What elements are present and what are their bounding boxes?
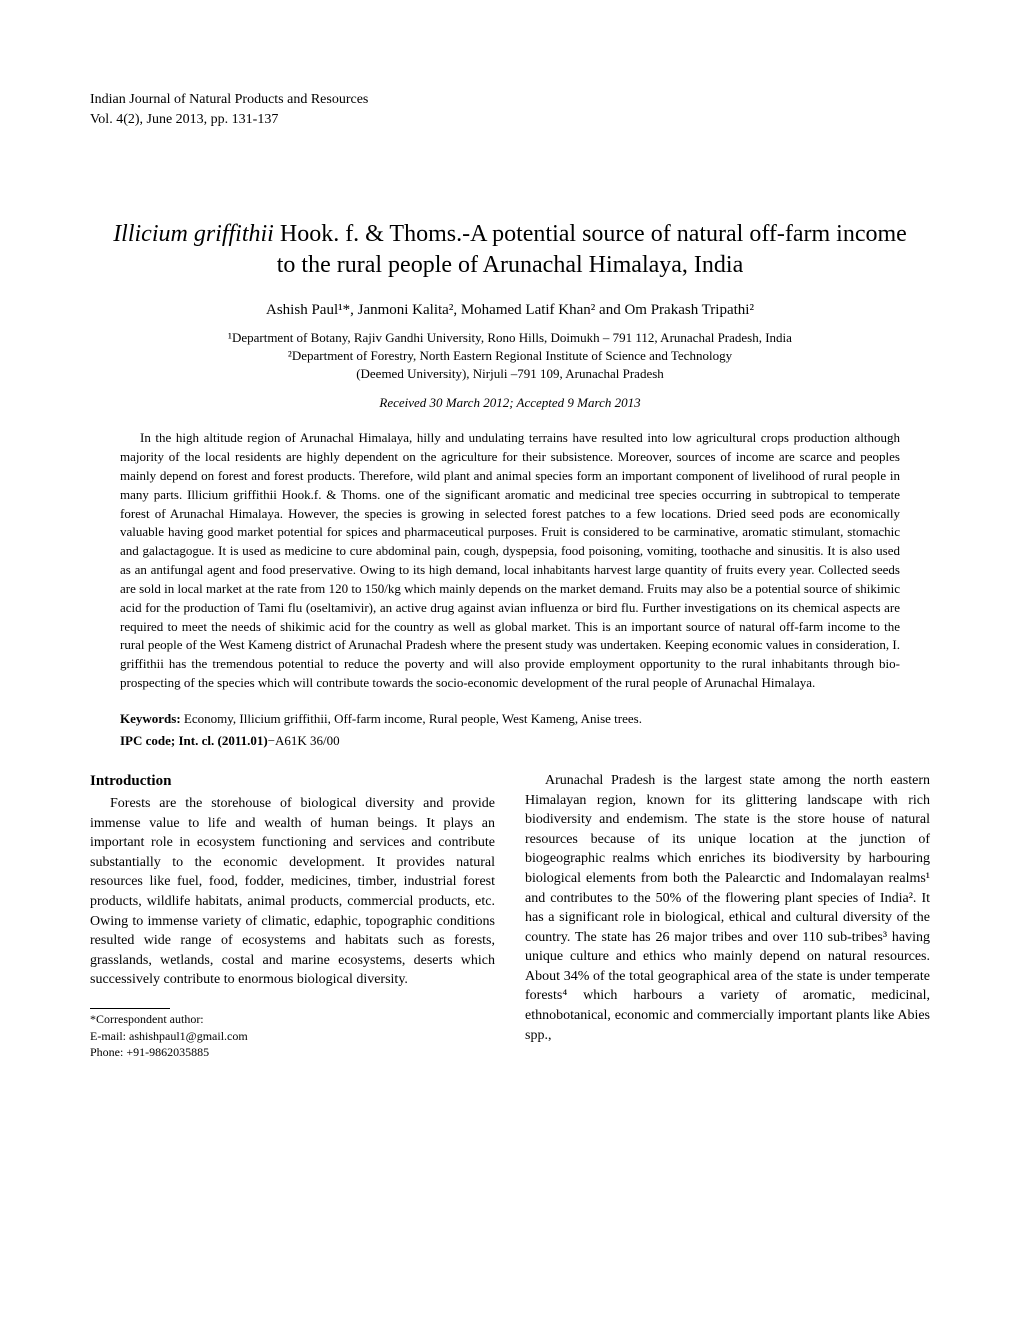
article-title: Illicium griffithii Hook. f. & Thoms.-A … [90,219,930,281]
received-date: Received 30 March 2012; Accepted 9 March… [90,395,930,411]
affiliation-1: ¹Department of Botany, Rajiv Gandhi Univ… [90,329,930,347]
footnote-line2: E-mail: ashishpaul1@gmail.com [90,1028,495,1045]
abstract-text: In the high altitude region of Arunachal… [120,429,900,693]
footnote-line1: *Correspondent author: [90,1011,495,1028]
ipc-code: IPC code; Int. cl. (2011.01)−A61K 36/00 [120,733,900,749]
journal-header: Indian Journal of Natural Products and R… [90,90,930,129]
journal-name: Indian Journal of Natural Products and R… [90,90,930,110]
body-columns: Introduction Forests are the storehouse … [90,771,930,1061]
footnote-separator [90,1008,170,1009]
column-2: Arunachal Pradesh is the largest state a… [525,771,930,1045]
abstract: In the high altitude region of Arunachal… [120,429,900,693]
affiliation-2: ²Department of Forestry, North Eastern R… [90,347,930,365]
title-species-name: Illicium griffithii [113,221,274,247]
authors: Ashish Paul¹*, Janmoni Kalita², Mohamed … [90,302,930,319]
keywords-label: Keywords: [120,711,181,726]
footnote-line3: Phone: +91-9862035885 [90,1044,495,1061]
correspondent-footnote: *Correspondent author: E-mail: ashishpau… [90,1011,495,1061]
introduction-heading: Introduction [90,771,495,792]
title-line1-rest: Hook. f. & Thoms.-A potential source of … [274,221,907,247]
column-1: Introduction Forests are the storehouse … [90,771,495,1061]
keywords-text: Economy, Illicium griffithii, Off-farm i… [181,711,642,726]
intro-para-1: Forests are the storehouse of biological… [90,794,495,990]
affiliations: ¹Department of Botany, Rajiv Gandhi Univ… [90,329,930,384]
volume-info: Vol. 4(2), June 2013, pp. 131-137 [90,110,930,130]
title-line2: to the rural people of Arunachal Himalay… [277,252,744,278]
ipc-text: −A61K 36/00 [268,733,340,748]
keywords: Keywords: Economy, Illicium griffithii, … [120,711,900,727]
affiliation-3: (Deemed University), Nirjuli –791 109, A… [90,365,930,383]
intro-para-2: Arunachal Pradesh is the largest state a… [525,771,930,1045]
ipc-label: IPC code; Int. cl. (2011.01) [120,733,268,748]
